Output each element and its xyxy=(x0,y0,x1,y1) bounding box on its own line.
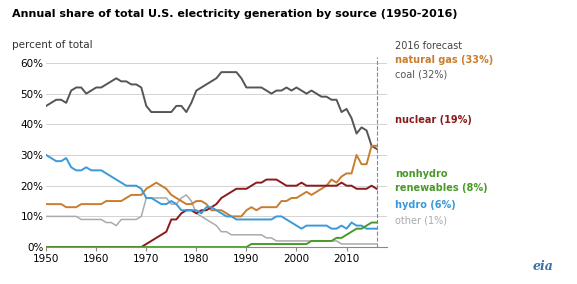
Text: 2016 forecast: 2016 forecast xyxy=(395,41,462,51)
Text: hydro (6%): hydro (6%) xyxy=(395,200,456,210)
Text: other (1%): other (1%) xyxy=(395,216,447,226)
Text: nonhydro: nonhydro xyxy=(395,169,448,179)
Text: Annual share of total U.S. electricity generation by source (1950-2016): Annual share of total U.S. electricity g… xyxy=(12,9,457,18)
Text: eia: eia xyxy=(533,260,554,273)
Text: renewables (8%): renewables (8%) xyxy=(395,183,488,193)
Text: percent of total: percent of total xyxy=(12,40,92,50)
Text: nuclear (19%): nuclear (19%) xyxy=(395,115,472,125)
Text: natural gas (33%): natural gas (33%) xyxy=(395,55,493,65)
Text: coal (32%): coal (32%) xyxy=(395,70,448,80)
